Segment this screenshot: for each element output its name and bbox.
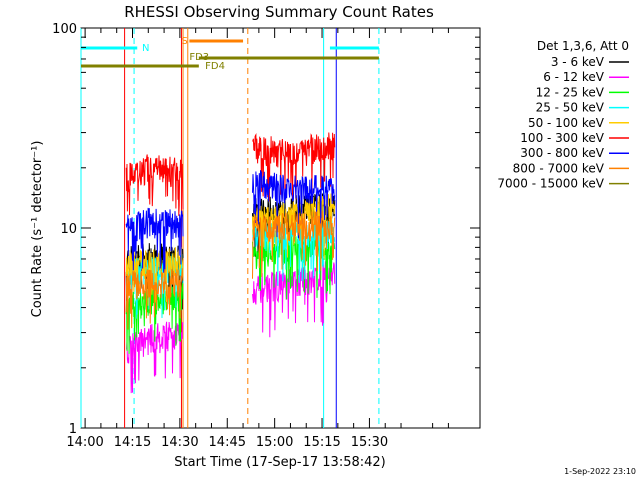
footer-timestamp: 1-Sep-2022 23:10 — [564, 467, 636, 476]
x-tick-label-14:45: 14:45 — [209, 435, 246, 450]
legend-label-5: 100 - 300 keV — [520, 131, 604, 145]
series-trace-1 — [252, 132, 336, 202]
series-trace-0 — [126, 321, 184, 394]
legend-label-4: 50 - 100 keV — [528, 116, 605, 130]
series-trace-1 — [252, 261, 336, 338]
y-axis-label: Count Rate (s⁻¹ detector⁻¹) — [30, 141, 45, 318]
flag-label-S: S — [181, 36, 187, 47]
flag-label-N: N — [142, 43, 149, 54]
y-tick-label-100: 100 — [52, 22, 77, 37]
legend-title: Det 1,3,6, Att 0 — [537, 39, 629, 53]
legend-label-7: 800 - 7000 keV — [513, 161, 605, 175]
x-tick-label-15:00: 15:00 — [256, 435, 293, 450]
flag-label-FD4: FD4 — [205, 61, 225, 72]
legend-label-0: 3 - 6 keV — [551, 55, 605, 69]
legend-label-3: 25 - 50 keV — [536, 101, 605, 115]
y-tick-label-10: 10 — [60, 222, 77, 237]
series-trace-0 — [125, 154, 184, 216]
series-6-12-kev — [126, 261, 336, 394]
series-trace-1 — [252, 210, 336, 279]
x-ticks: 14:00 14:15 14:30 14:45 15:00 15:15 15:30 — [66, 28, 481, 450]
x-tick-label-15:30: 15:30 — [351, 435, 388, 450]
x-axis-label: Start Time (17-Sep-17 13:58:42) — [174, 455, 385, 470]
series-800-7000-kev — [125, 210, 336, 330]
legend-label-2: 12 - 25 keV — [536, 85, 605, 99]
series-trace-0 — [125, 207, 184, 273]
legend-label-1: 6 - 12 keV — [543, 70, 605, 84]
series-300-800-kev — [125, 170, 336, 273]
x-tick-label-14:15: 14:15 — [114, 435, 151, 450]
flag-label-FD3: FD3 — [189, 52, 209, 63]
series-trace-1 — [252, 170, 336, 239]
x-tick-label-14:00: 14:00 — [66, 435, 103, 450]
series-100-300-kev — [125, 132, 336, 216]
y-ticks: 1 10 100 — [52, 22, 480, 437]
chart-title: RHESSI Observing Summary Count Rates — [124, 3, 434, 21]
legend-label-8: 7000 - 15000 keV — [497, 177, 604, 191]
x-tick-label-15:15: 15:15 — [303, 435, 340, 450]
legend-label-6: 300 - 800 keV — [520, 146, 604, 160]
y-tick-label-1: 1 — [69, 422, 77, 437]
series-trace-0 — [125, 268, 184, 330]
x-tick-label-14:30: 14:30 — [161, 435, 198, 450]
